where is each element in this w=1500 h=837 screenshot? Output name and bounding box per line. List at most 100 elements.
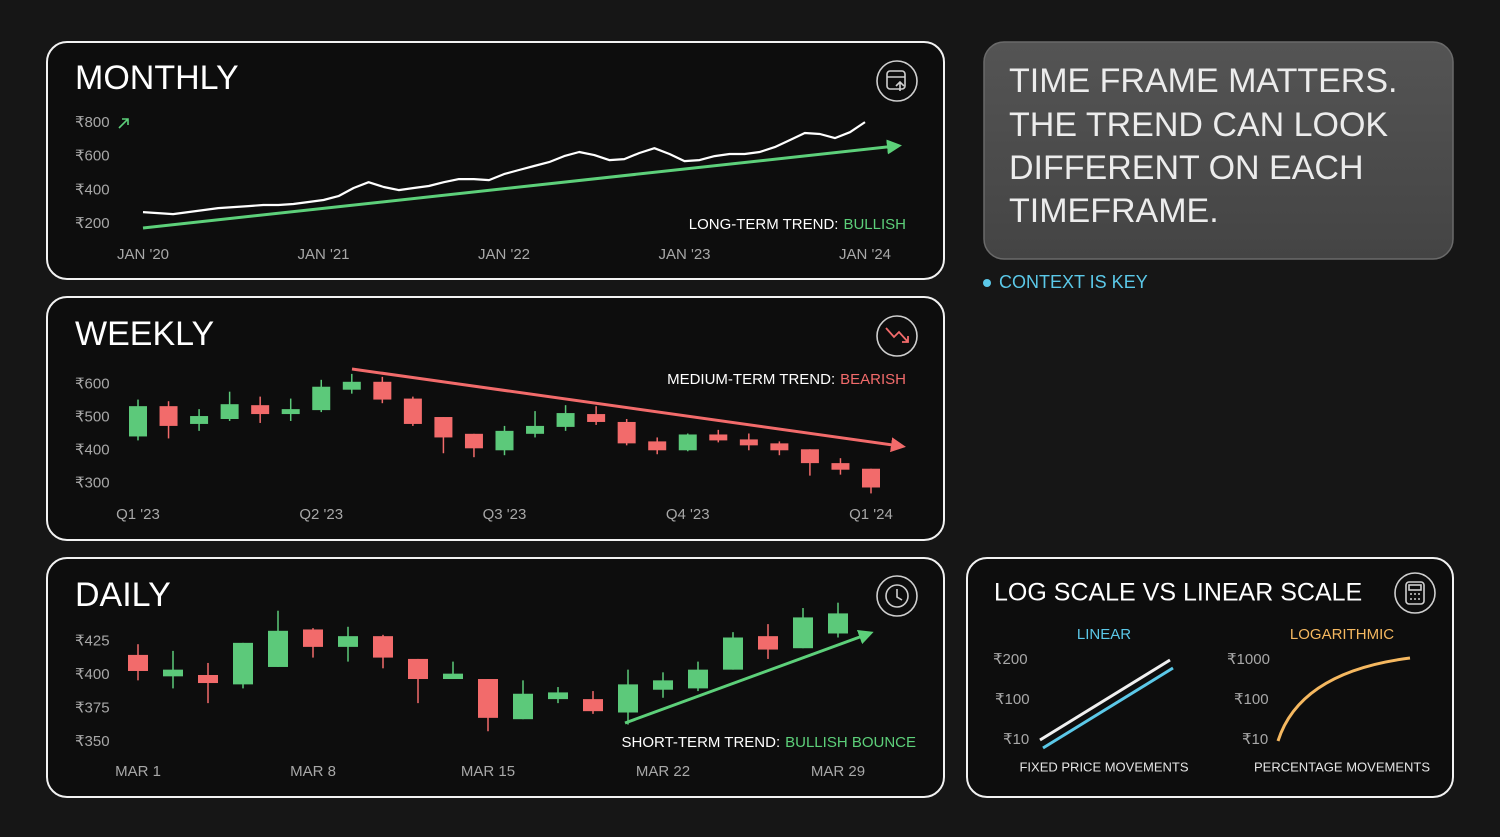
candle-body xyxy=(268,630,288,667)
trend-annotation: SHORT-TERM TREND: BULLISH BOUNCE xyxy=(622,734,917,751)
callout-line: TIMEFRAME. xyxy=(1009,192,1219,230)
y-tick-label: ₹200 xyxy=(75,215,110,232)
candle-body xyxy=(513,693,533,720)
candle-body xyxy=(617,421,636,444)
candle-body xyxy=(862,468,880,488)
candle-body xyxy=(373,636,393,658)
panel-title: LOG SCALE VS LINEAR SCALE xyxy=(994,579,1362,607)
price-line xyxy=(142,121,866,216)
candle-body xyxy=(220,404,239,419)
y-tick-label: ₹400 xyxy=(75,181,110,198)
scale-tick: ₹100 xyxy=(995,691,1030,708)
linear-line xyxy=(1042,666,1174,750)
y-tick-label: ₹800 xyxy=(75,114,110,131)
chart-title: WEEKLY xyxy=(75,315,214,353)
annotation-value: BULLISH BOUNCE xyxy=(785,734,916,751)
scale-tick: ₹100 xyxy=(1234,691,1269,708)
candle-body xyxy=(198,675,218,684)
callout-box xyxy=(983,41,1454,260)
trend-annotation: MEDIUM-TERM TREND: BEARISH xyxy=(667,371,906,388)
y-tick-label: ₹400 xyxy=(75,666,110,683)
callout-line: DIFFERENT ON EACH xyxy=(1009,149,1364,187)
x-tick-label: JAN '24 xyxy=(839,246,891,263)
candle-body xyxy=(434,417,453,438)
candle-body xyxy=(159,406,178,426)
x-tick-label: MAR 1 xyxy=(115,763,161,780)
candle-body xyxy=(303,629,323,647)
clock-icon xyxy=(876,575,918,617)
linear-line xyxy=(1039,658,1171,742)
candle-body xyxy=(678,434,697,451)
trend-arrow xyxy=(142,139,902,230)
x-tick-label: Q3 '23 xyxy=(483,506,527,523)
candle-body xyxy=(281,409,300,415)
scale-tick: ₹10 xyxy=(1242,731,1268,748)
x-tick-label: JAN '20 xyxy=(117,246,169,263)
candle-body xyxy=(312,386,331,411)
candle-body xyxy=(556,413,575,427)
candle-body xyxy=(342,381,361,390)
callout-text: TIME FRAME MATTERS. THE TREND CAN LOOK D… xyxy=(1009,62,1397,230)
context-note: CONTEXT IS KEY xyxy=(999,272,1148,292)
x-tick-label: MAR 15 xyxy=(461,763,515,780)
x-tick-label: MAR 22 xyxy=(636,763,690,780)
daily-panel xyxy=(46,557,945,798)
trend-arrow xyxy=(624,630,874,725)
scale-panel xyxy=(966,557,1454,798)
scale-tick: ₹1000 xyxy=(1227,651,1270,668)
callout-line: TIME FRAME MATTERS. xyxy=(1009,62,1397,100)
x-tick-label: Q4 '23 xyxy=(666,506,710,523)
candle-body xyxy=(739,439,758,446)
candle-body xyxy=(251,405,270,415)
candle-body xyxy=(495,430,514,451)
candle-body xyxy=(587,414,606,422)
y-tick-label: ₹375 xyxy=(75,699,110,716)
candle-body xyxy=(163,669,183,677)
y-tick-label: ₹300 xyxy=(75,475,110,492)
candle-body xyxy=(548,692,568,700)
y-tick-label: ₹500 xyxy=(75,409,110,426)
x-tick-label: MAR 8 xyxy=(290,763,336,780)
candle-body xyxy=(233,642,253,685)
candle-body xyxy=(828,613,848,634)
log-label: LOGARITHMIC xyxy=(1290,626,1394,643)
annotation-value: BULLISH xyxy=(843,216,906,233)
x-tick-label: Q1 '23 xyxy=(116,506,160,523)
candle-body xyxy=(709,434,728,441)
candle-body xyxy=(478,679,498,718)
candle-body xyxy=(129,406,147,437)
candle-body xyxy=(800,449,819,464)
y-tick-label: ₹600 xyxy=(75,376,110,393)
scale-tick: ₹200 xyxy=(993,651,1028,668)
linear-label: LINEAR xyxy=(1077,626,1131,643)
candle-body xyxy=(688,669,708,689)
weekly-panel xyxy=(46,296,945,541)
candle-body xyxy=(190,416,209,424)
annotation-value: BEARISH xyxy=(840,371,906,388)
annotation-label: SHORT-TERM TREND: xyxy=(622,734,781,751)
annotation-label: LONG-TERM TREND: xyxy=(689,216,839,233)
candle-body xyxy=(408,658,428,680)
scale-tick: ₹10 xyxy=(1003,731,1029,748)
candle-body xyxy=(526,425,545,434)
trend-annotation: LONG-TERM TREND: BULLISH xyxy=(689,216,906,233)
bullet xyxy=(983,279,991,287)
candle-body xyxy=(373,381,392,400)
candle-body xyxy=(128,654,148,671)
caption: FIXED PRICE MOVEMENTS xyxy=(1019,759,1188,774)
candle-body xyxy=(723,637,743,670)
x-tick-label: MAR 29 xyxy=(811,763,865,780)
candle-body xyxy=(793,617,813,649)
candle-body xyxy=(831,463,850,470)
chart-title: DAILY xyxy=(75,576,171,614)
annotation-label: MEDIUM-TERM TREND: xyxy=(667,371,835,388)
x-tick-label: JAN '22 xyxy=(478,246,530,263)
callout-line: THE TREND CAN LOOK xyxy=(1009,106,1388,144)
candle-body xyxy=(443,673,463,680)
x-tick-label: Q1 '24 xyxy=(849,506,893,523)
monthly-panel xyxy=(46,41,945,280)
candle-body xyxy=(338,636,358,647)
up-arrow-icon xyxy=(118,118,129,129)
